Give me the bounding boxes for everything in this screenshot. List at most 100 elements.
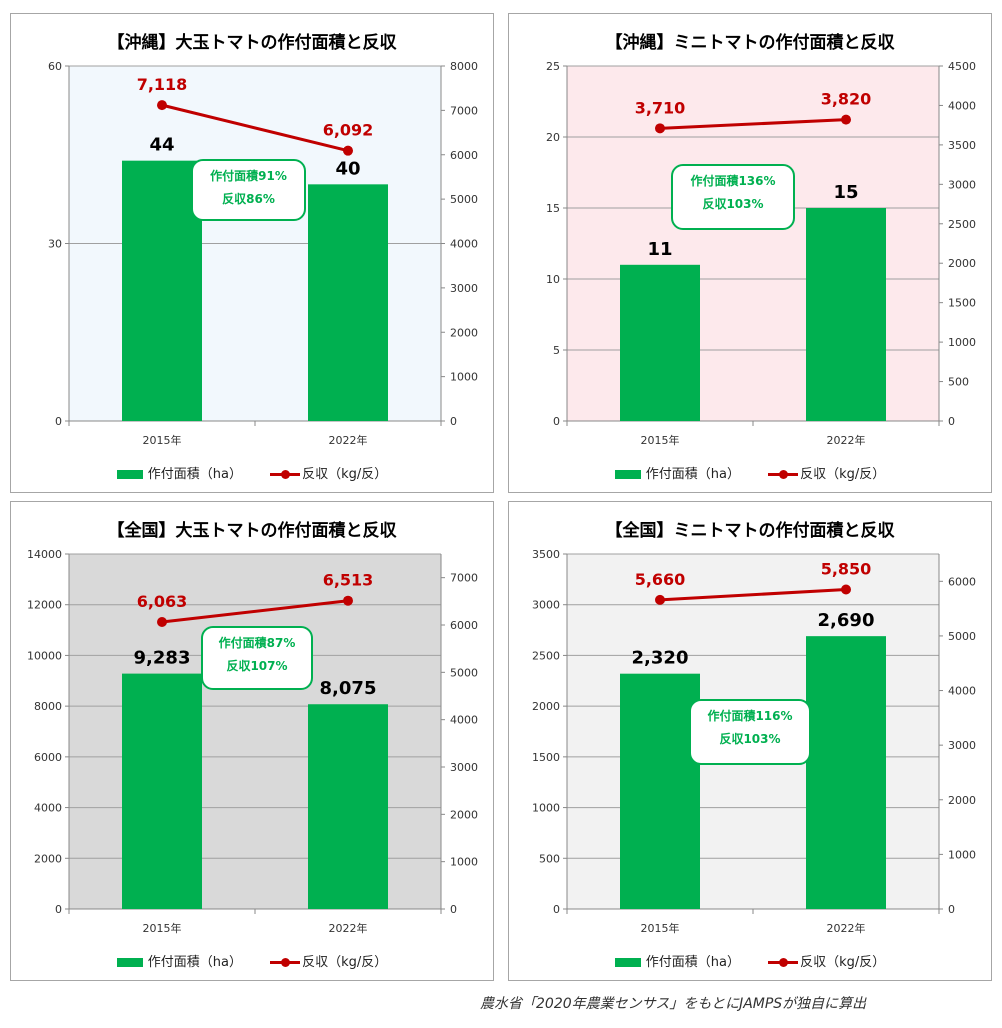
legend: 作付面積（ha） 反収（kg/反） xyxy=(11,951,493,970)
x-category-label: 2015年 xyxy=(143,433,182,447)
bar xyxy=(122,673,202,909)
bar xyxy=(806,636,886,909)
note-yield-change: 反収103% xyxy=(719,732,781,746)
yield-point xyxy=(343,595,353,606)
yield-point xyxy=(841,584,851,595)
left-axis-tick: 0 xyxy=(553,415,560,428)
left-axis-tick: 0 xyxy=(55,415,62,428)
legend-line-swatch xyxy=(768,470,799,479)
yield-value-label: 6,063 xyxy=(137,592,188,611)
right-axis-tick: 1000 xyxy=(948,336,976,349)
right-axis-tick: 6000 xyxy=(450,619,478,632)
chart-title: 【全国】ミニトマトの作付面積と反収 xyxy=(605,521,895,541)
bar xyxy=(308,704,388,909)
right-axis-tick: 5000 xyxy=(450,666,478,679)
right-axis-tick: 0 xyxy=(948,415,955,428)
right-axis-tick: 1000 xyxy=(948,848,976,861)
right-axis-tick: 2000 xyxy=(948,794,976,807)
change-note: 作付面積91% 反収86% xyxy=(191,159,306,221)
yield-point xyxy=(655,594,665,605)
right-axis-tick: 6000 xyxy=(450,149,478,162)
legend-bar-label: 作付面積（ha） xyxy=(147,955,242,970)
yield-point xyxy=(157,617,167,628)
chart-panel-japan-mini: 【全国】ミニトマトの作付面積と反収 0 500 1000 1500 2000 2500 30… xyxy=(508,501,992,981)
chart-title: 【全国】大玉トマトの作付面積と反収 xyxy=(107,521,397,541)
x-category-label: 2015年 xyxy=(641,433,680,447)
legend-bar-label: 作付面積（ha） xyxy=(147,467,242,482)
left-axis-tick: 0 xyxy=(55,903,62,916)
legend-line-label: 反収（kg/反） xyxy=(800,467,886,482)
bar xyxy=(620,264,700,421)
right-axis-tick: 2000 xyxy=(948,257,976,270)
bar xyxy=(620,673,700,909)
bar-value-label: 40 xyxy=(335,158,360,179)
right-axis-tick: 0 xyxy=(948,903,955,916)
right-axis-tick: 2000 xyxy=(450,808,478,821)
chart-panel-okinawa-large: 【沖縄】大玉トマトの作付面積と反収 0 30 60 0 1000 2000 3000 4000… xyxy=(10,13,494,493)
yield-line xyxy=(659,118,847,130)
legend: 作付面積（ha） 反収（kg/反） xyxy=(509,951,991,970)
yield-value-label: 6,513 xyxy=(323,571,374,590)
note-yield-change: 反収86% xyxy=(222,192,275,206)
left-axis-tick: 12000 xyxy=(27,599,62,612)
legend-bar-label: 作付面積（ha） xyxy=(645,955,740,970)
right-axis-tick: 3000 xyxy=(948,739,976,752)
note-area-change: 作付面積87% xyxy=(218,636,296,650)
right-axis-tick: 7000 xyxy=(450,104,478,117)
bar xyxy=(308,184,388,421)
chart-title: 【沖縄】大玉トマトの作付面積と反収 xyxy=(107,33,397,53)
right-axis-tick: 5000 xyxy=(450,193,478,206)
left-axis-tick: 6000 xyxy=(34,751,62,764)
bar xyxy=(806,208,886,421)
yield-value-label: 6,092 xyxy=(323,121,374,140)
x-category-label: 2022年 xyxy=(329,433,368,447)
legend-line-label: 反収（kg/反） xyxy=(302,955,388,970)
yield-line xyxy=(659,588,847,602)
note-area-change: 作付面積136% xyxy=(690,174,776,188)
chart-svg: 0 30 60 0 1000 2000 3000 4000 5000 6000 7000 8000 44… xyxy=(48,60,478,447)
legend-bar-swatch xyxy=(116,958,143,967)
yield-point xyxy=(157,100,167,111)
left-axis-tick: 2000 xyxy=(532,700,560,713)
left-axis-tick: 14000 xyxy=(27,548,62,561)
right-axis-tick: 500 xyxy=(948,376,969,389)
right-axis-tick: 3500 xyxy=(948,139,976,152)
left-axis-tick: 3000 xyxy=(532,599,560,612)
left-axis-tick: 500 xyxy=(539,852,560,865)
change-note: 作付面積136% 反収103% xyxy=(671,164,795,230)
right-axis-tick: 5000 xyxy=(948,630,976,643)
bar-value-label: 44 xyxy=(149,135,174,156)
change-note: 作付面積87% 反収107% xyxy=(201,626,313,690)
right-axis-tick: 2500 xyxy=(948,218,976,231)
chart-title: 【沖縄】ミニトマトの作付面積と反収 xyxy=(605,33,895,53)
yield-line xyxy=(161,103,349,153)
legend-line-label: 反収（kg/反） xyxy=(800,955,886,970)
left-axis-tick: 4000 xyxy=(34,802,62,815)
legend-line-label: 反収（kg/反） xyxy=(302,467,388,482)
bar-value-label: 9,283 xyxy=(134,648,191,669)
x-category-label: 2022年 xyxy=(827,433,866,447)
x-category-label: 2022年 xyxy=(329,921,368,935)
right-axis-tick: 3000 xyxy=(450,282,478,295)
right-axis-tick: 4000 xyxy=(450,714,478,727)
legend: 作付面積（ha） 反収（kg/反） xyxy=(509,463,991,482)
yield-value-label: 5,660 xyxy=(635,570,686,589)
right-axis-tick: 4500 xyxy=(948,60,976,73)
yield-value-label: 3,710 xyxy=(635,98,686,117)
yield-value-label: 5,850 xyxy=(821,560,872,579)
left-axis-tick: 10000 xyxy=(27,649,62,662)
left-axis-tick: 30 xyxy=(48,238,62,251)
right-axis-tick: 3000 xyxy=(450,761,478,774)
right-axis-tick: 0 xyxy=(450,903,457,916)
left-axis-tick: 10 xyxy=(546,273,560,286)
legend: 作付面積（ha） 反収（kg/反） xyxy=(11,463,493,482)
bar-value-label: 2,320 xyxy=(632,648,689,669)
left-axis-tick: 60 xyxy=(48,60,62,73)
right-axis-tick: 0 xyxy=(450,415,457,428)
left-axis-tick: 0 xyxy=(553,903,560,916)
bar-value-label: 15 xyxy=(833,182,858,203)
note-area-change: 作付面積91% xyxy=(210,169,287,183)
left-axis-tick: 2000 xyxy=(34,852,62,865)
right-axis-tick: 2000 xyxy=(450,326,478,339)
yield-point xyxy=(655,123,665,134)
